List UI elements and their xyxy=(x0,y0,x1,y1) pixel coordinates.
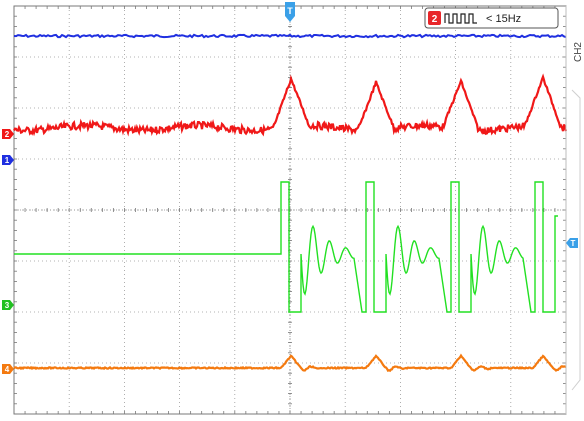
trigger-condition-text: < 15Hz xyxy=(486,13,521,25)
channel-side-label: CH2 xyxy=(573,42,584,62)
trigger-level-marker[interactable]: T xyxy=(566,238,578,248)
trigger-level-label: T xyxy=(571,239,576,248)
ch3-marker-label: 3 xyxy=(5,301,10,310)
ch2-marker[interactable]: 2 xyxy=(2,129,14,139)
channel-2-badge xyxy=(428,11,441,25)
trigger-position-marker[interactable]: T xyxy=(285,2,295,22)
ch3-waveform xyxy=(14,181,558,313)
trigger-channel-label: 2 xyxy=(432,14,438,25)
trigger-status[interactable]: 2 < 15Hz xyxy=(424,7,559,29)
ch2-waveform xyxy=(13,73,568,137)
ch4-marker-label: 4 xyxy=(5,365,10,374)
ch3-marker[interactable]: 3 xyxy=(2,300,14,310)
ch1-waveform xyxy=(13,33,567,39)
ch4-marker[interactable]: 4 xyxy=(2,364,14,374)
trigger-top-label: T xyxy=(287,6,293,16)
ch4-waveform xyxy=(13,353,567,373)
side-panel: CH2 xyxy=(565,6,584,414)
ch1-marker[interactable]: 1 xyxy=(2,155,14,165)
square-wave-icon xyxy=(444,13,477,24)
ch1-marker-label: 1 xyxy=(5,156,10,165)
ch2-marker-label: 2 xyxy=(5,130,10,139)
